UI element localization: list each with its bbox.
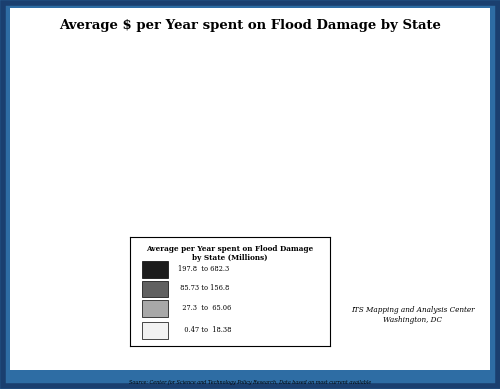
Bar <box>142 300 168 317</box>
Text: Average per Year spent on Flood Damage
by State (Millions): Average per Year spent on Flood Damage b… <box>146 245 314 262</box>
Text: Average $ per Year spent on Flood Damage by State: Average $ per Year spent on Flood Damage… <box>59 19 441 32</box>
Bar <box>142 261 168 278</box>
Text: Source: Center for Science and Technology Policy Research, Data based on most cu: Source: Center for Science and Technolog… <box>129 380 371 385</box>
Text: 85.73 to 156.8: 85.73 to 156.8 <box>178 284 229 293</box>
Bar <box>142 322 168 338</box>
Bar <box>142 281 168 297</box>
Text: 197.8  to 682.3: 197.8 to 682.3 <box>178 265 229 273</box>
Text: ITS Mapping and Analysis Center
Washington, DC: ITS Mapping and Analysis Center Washingt… <box>350 307 474 324</box>
Text: 0.47 to  18.38: 0.47 to 18.38 <box>178 326 232 334</box>
Text: 27.3  to  65.06: 27.3 to 65.06 <box>178 304 231 312</box>
